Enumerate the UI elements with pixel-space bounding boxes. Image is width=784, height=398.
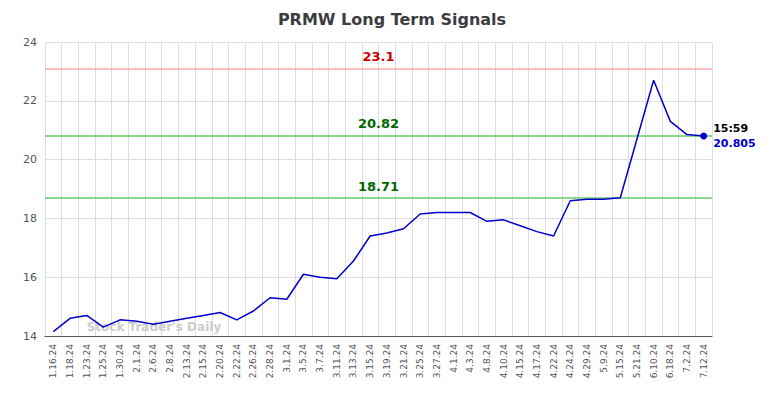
svg-text:4.22.24: 4.22.24 bbox=[549, 344, 559, 379]
svg-text:3.7.24: 3.7.24 bbox=[315, 344, 325, 373]
svg-text:2.22.24: 2.22.24 bbox=[232, 344, 242, 379]
svg-text:20.82: 20.82 bbox=[358, 116, 399, 131]
svg-text:3.21.24: 3.21.24 bbox=[399, 344, 409, 379]
svg-text:14: 14 bbox=[23, 330, 37, 343]
svg-text:3.27.24: 3.27.24 bbox=[432, 344, 442, 379]
svg-text:15:59: 15:59 bbox=[713, 122, 748, 135]
svg-text:4.15.24: 4.15.24 bbox=[515, 344, 525, 379]
svg-text:20.805: 20.805 bbox=[713, 137, 755, 150]
svg-text:1.25.24: 1.25.24 bbox=[98, 344, 108, 379]
svg-text:2.26.24: 2.26.24 bbox=[248, 344, 258, 379]
svg-text:5.21.24: 5.21.24 bbox=[632, 344, 642, 379]
svg-text:22: 22 bbox=[23, 94, 37, 107]
svg-text:16: 16 bbox=[23, 271, 37, 284]
svg-text:3.5.24: 3.5.24 bbox=[298, 344, 308, 373]
svg-text:4.10.24: 4.10.24 bbox=[499, 344, 509, 379]
svg-text:3.15.24: 3.15.24 bbox=[365, 344, 375, 379]
svg-text:1.30.24: 1.30.24 bbox=[115, 344, 125, 379]
svg-text:18: 18 bbox=[23, 212, 37, 225]
svg-text:2.20.24: 2.20.24 bbox=[215, 344, 225, 379]
svg-text:3.13.24: 3.13.24 bbox=[348, 344, 358, 379]
svg-text:23.1: 23.1 bbox=[362, 49, 394, 64]
svg-text:6.18.24: 6.18.24 bbox=[665, 344, 675, 379]
svg-text:2.6.24: 2.6.24 bbox=[148, 344, 158, 373]
svg-text:4.8.24: 4.8.24 bbox=[482, 344, 492, 373]
svg-text:3.25.24: 3.25.24 bbox=[415, 344, 425, 379]
svg-text:3.1.24: 3.1.24 bbox=[282, 344, 292, 373]
svg-text:2.28.24: 2.28.24 bbox=[265, 344, 275, 379]
svg-text:4.29.24: 4.29.24 bbox=[582, 344, 592, 379]
svg-text:3.11.24: 3.11.24 bbox=[332, 344, 342, 379]
svg-text:1.23.24: 1.23.24 bbox=[82, 344, 92, 379]
svg-text:5.15.24: 5.15.24 bbox=[615, 344, 625, 379]
svg-text:4.17.24: 4.17.24 bbox=[532, 344, 542, 379]
svg-text:2.13.24: 2.13.24 bbox=[182, 344, 192, 379]
svg-text:4.3.24: 4.3.24 bbox=[465, 344, 475, 373]
svg-text:5.9.24: 5.9.24 bbox=[599, 344, 609, 373]
svg-text:18.71: 18.71 bbox=[358, 179, 399, 194]
svg-text:1.16.24: 1.16.24 bbox=[48, 344, 58, 379]
svg-text:2.1.24: 2.1.24 bbox=[132, 344, 142, 373]
svg-text:4.1.24: 4.1.24 bbox=[449, 344, 459, 373]
svg-text:7.2.24: 7.2.24 bbox=[682, 344, 692, 373]
svg-text:PRMW Long Term Signals: PRMW Long Term Signals bbox=[278, 10, 506, 29]
svg-text:4.24.24: 4.24.24 bbox=[565, 344, 575, 379]
svg-text:3.19.24: 3.19.24 bbox=[382, 344, 392, 379]
svg-text:1.18.24: 1.18.24 bbox=[65, 344, 75, 379]
svg-text:7.12.24: 7.12.24 bbox=[699, 344, 709, 379]
svg-text:2.8.24: 2.8.24 bbox=[165, 344, 175, 373]
svg-text:6.10.24: 6.10.24 bbox=[649, 344, 659, 379]
svg-text:Stock Trader's Daily: Stock Trader's Daily bbox=[87, 320, 222, 334]
svg-text:24: 24 bbox=[23, 36, 37, 49]
svg-text:20: 20 bbox=[23, 153, 37, 166]
svg-text:2.15.24: 2.15.24 bbox=[198, 344, 208, 379]
